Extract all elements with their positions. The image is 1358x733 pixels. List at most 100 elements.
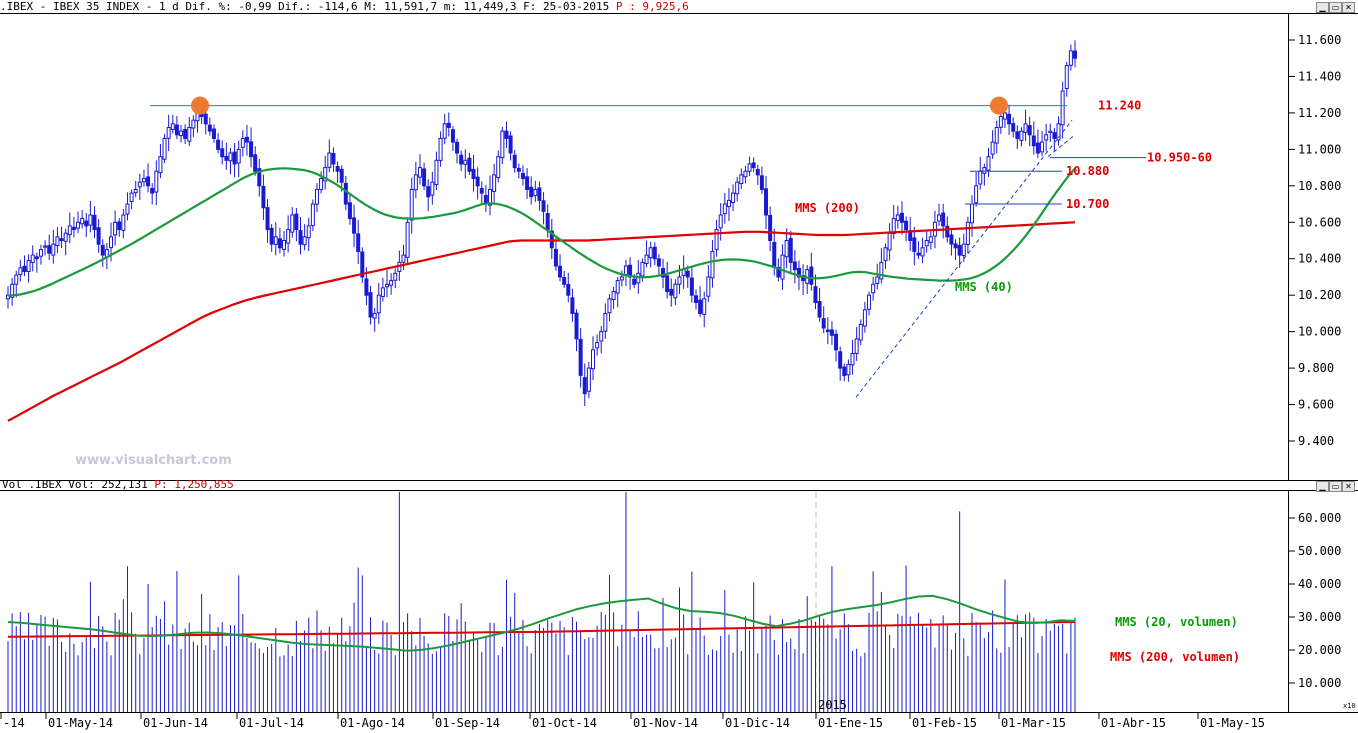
candle-body bbox=[450, 129, 455, 143]
volume-tick-label: 40.000 bbox=[1298, 577, 1341, 591]
candle-body bbox=[904, 220, 909, 231]
candle-body bbox=[986, 156, 991, 171]
candle-body bbox=[220, 148, 225, 158]
candle-body bbox=[693, 295, 698, 303]
price-tick-label: 11.200 bbox=[1298, 106, 1341, 120]
candle-body bbox=[558, 265, 563, 278]
candle-body bbox=[319, 178, 324, 190]
candle-body bbox=[463, 159, 468, 165]
candle-body bbox=[121, 214, 126, 231]
price-tick-label: 9.400 bbox=[1298, 434, 1334, 448]
candle-body bbox=[158, 156, 163, 174]
volume-tick-label: 50.000 bbox=[1298, 544, 1341, 558]
candle-body bbox=[788, 237, 793, 263]
candle-body bbox=[343, 182, 348, 205]
candle-body bbox=[409, 188, 414, 221]
candle-body bbox=[661, 268, 666, 278]
volume-tick-label: 20.000 bbox=[1298, 643, 1341, 657]
candle-body bbox=[240, 137, 245, 148]
candle-body bbox=[174, 124, 179, 136]
price-tick-label: 10.600 bbox=[1298, 215, 1341, 229]
candle-body bbox=[331, 153, 336, 165]
candle-body bbox=[67, 225, 72, 236]
candle-body bbox=[838, 351, 843, 369]
candle-body bbox=[739, 174, 744, 185]
candle-body bbox=[84, 220, 89, 227]
candle-body bbox=[529, 186, 534, 198]
candle-body bbox=[875, 276, 880, 284]
candle-body bbox=[1040, 141, 1045, 153]
close-button[interactable]: ✕ bbox=[1342, 2, 1355, 13]
candle-body bbox=[364, 278, 369, 296]
candle-body bbox=[1015, 131, 1020, 139]
candle-body bbox=[928, 236, 933, 243]
candle-body bbox=[916, 252, 921, 256]
candle-body bbox=[339, 168, 344, 183]
candle-body bbox=[179, 130, 184, 137]
candle-body bbox=[776, 266, 781, 278]
candle-body bbox=[347, 202, 352, 220]
candle-body bbox=[141, 178, 146, 183]
volume-maximize-button[interactable]: ▭ bbox=[1329, 481, 1342, 492]
candle-body bbox=[689, 277, 694, 296]
candle-body bbox=[735, 181, 740, 195]
candle-body bbox=[459, 154, 464, 165]
candle-body bbox=[413, 174, 418, 191]
volume-header-p: P: 1,250,855 bbox=[154, 478, 234, 491]
volume-close-button[interactable]: ✕ bbox=[1342, 481, 1355, 492]
candle-body bbox=[619, 276, 624, 281]
candle-body bbox=[352, 217, 357, 234]
candle-body bbox=[34, 256, 39, 260]
scale-note: x10 bbox=[1343, 702, 1356, 710]
candle-body bbox=[125, 203, 130, 215]
date-tick-label: 01-Abr-15 bbox=[1101, 716, 1166, 730]
minimize-button[interactable]: ▁ bbox=[1316, 2, 1329, 13]
candle-body bbox=[677, 276, 682, 285]
candle-body bbox=[51, 243, 56, 256]
price-header-p: P : 9,925,6 bbox=[615, 0, 689, 13]
candle-body bbox=[747, 163, 752, 172]
candle-body bbox=[63, 232, 68, 242]
candle-body bbox=[492, 174, 497, 192]
volume-tick-label: 30.000 bbox=[1298, 610, 1341, 624]
candle-body bbox=[298, 230, 303, 245]
candle-body bbox=[751, 162, 756, 169]
level-label: 10.880 bbox=[1066, 164, 1109, 178]
candle-body bbox=[846, 363, 851, 376]
date-tick-label: 01-Oct-14 bbox=[532, 716, 597, 730]
candle-body bbox=[71, 226, 76, 231]
candle-body bbox=[978, 170, 983, 185]
volume-minimize-button[interactable]: ▁ bbox=[1316, 481, 1329, 492]
price-tick-label: 11.000 bbox=[1298, 142, 1341, 156]
candle-body bbox=[137, 181, 142, 188]
candle-body bbox=[154, 170, 159, 193]
candle-body bbox=[133, 188, 138, 194]
candle-body bbox=[273, 236, 278, 245]
candle-body bbox=[1048, 130, 1053, 134]
candle-body bbox=[834, 333, 839, 351]
candle-body bbox=[726, 199, 731, 208]
candle-body bbox=[879, 261, 884, 280]
date-axis: -14 01-May-14 01-Jun-14 01-Jul-14 01-Ago-14 0… bbox=[0, 713, 1265, 730]
date-tick-label: 01-Feb-15 bbox=[912, 716, 977, 730]
candle-body bbox=[360, 251, 365, 278]
candle-body bbox=[286, 229, 291, 244]
candle-body bbox=[702, 298, 707, 315]
candle-body bbox=[772, 241, 777, 267]
candle-body bbox=[1060, 90, 1065, 126]
candle-body bbox=[920, 247, 925, 257]
candle-body bbox=[644, 254, 649, 264]
candle-body bbox=[446, 122, 451, 128]
candle-body bbox=[759, 175, 764, 190]
candle-body bbox=[1019, 130, 1024, 141]
volume-mms20-series bbox=[7, 594, 1076, 652]
candle-body bbox=[974, 185, 979, 204]
maximize-button[interactable]: ▭ bbox=[1329, 2, 1342, 13]
candle-body bbox=[665, 275, 670, 293]
candle-body bbox=[1011, 123, 1016, 132]
candle-body bbox=[603, 312, 608, 332]
candle-body bbox=[656, 258, 661, 267]
candle-body bbox=[430, 181, 435, 196]
volume-mms200-series bbox=[7, 621, 1076, 638]
candle-body bbox=[434, 159, 439, 186]
